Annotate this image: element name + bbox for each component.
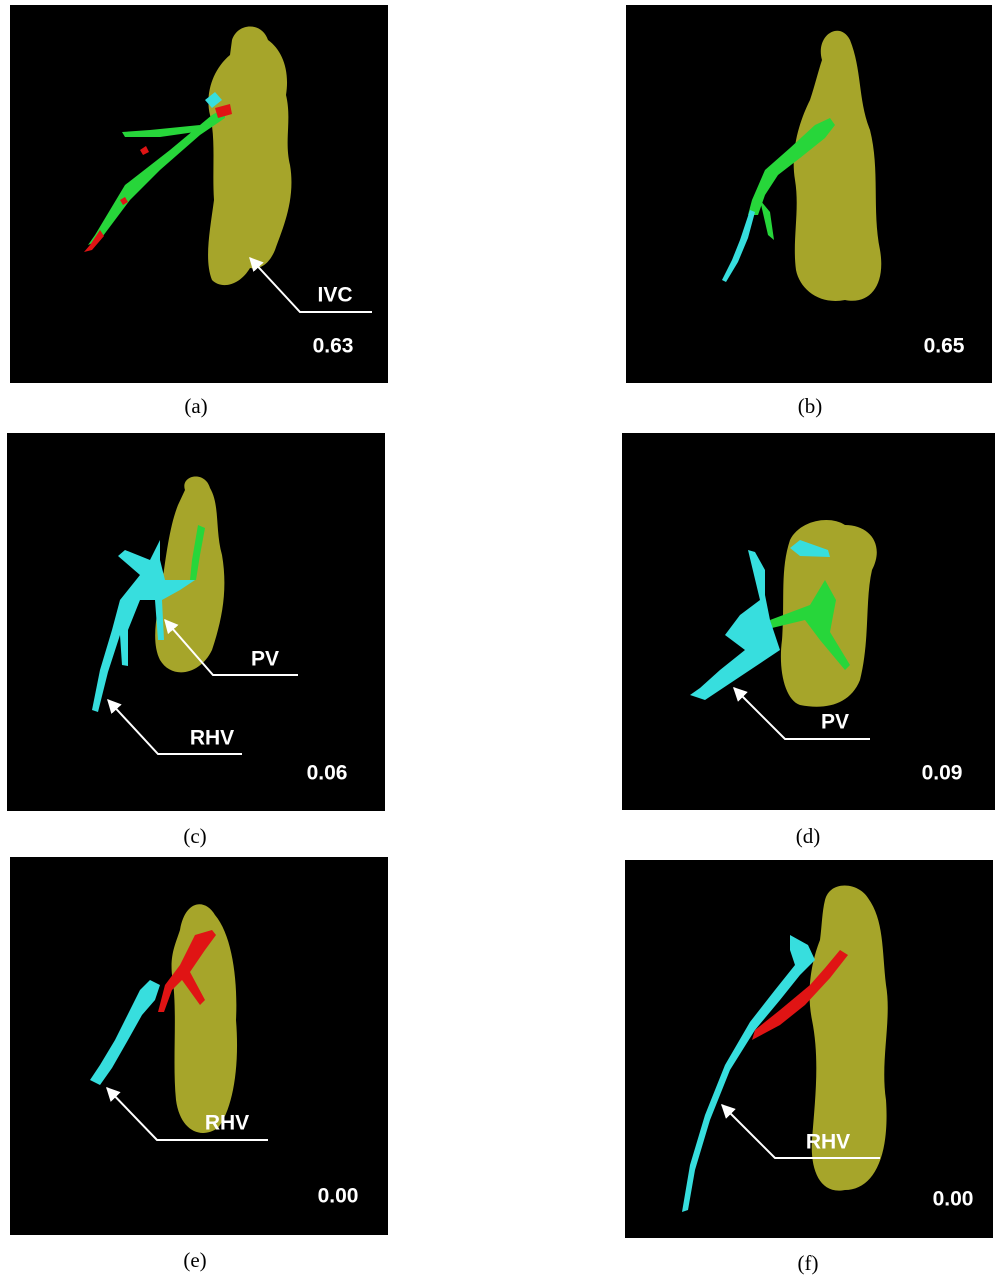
caption: (d) [796, 824, 821, 848]
annotation-label: PV [251, 648, 279, 671]
panel-bg [10, 5, 388, 383]
score: 0.63 [313, 335, 354, 358]
caption: (f) [798, 1251, 819, 1275]
panel-a: IVC 0.63 (a) [10, 5, 388, 418]
panel-bg [625, 860, 993, 1238]
score: 0.65 [924, 335, 965, 358]
caption: (e) [183, 1248, 206, 1272]
annotation-label: RHV [806, 1131, 850, 1154]
panel-e: RHV 0.00 (e) [10, 857, 388, 1272]
annotation-label: RHV [190, 727, 234, 750]
annotation-label: RHV [205, 1112, 249, 1135]
score: 0.00 [318, 1185, 359, 1208]
score: 0.06 [307, 762, 348, 785]
figure: IVC 0.63 (a) 0.65 (b) PV RHV 0.06 (c) PV… [0, 0, 997, 1278]
caption: (c) [183, 824, 206, 848]
annotation-label: PV [821, 711, 849, 734]
caption: (b) [798, 394, 823, 418]
panel-b: 0.65 (b) [626, 5, 992, 418]
panel-f: RHV 0.00 (f) [625, 860, 993, 1275]
caption: (a) [184, 394, 207, 418]
panel-c: PV RHV 0.06 (c) [7, 433, 385, 848]
panel-d: PV 0.09 (d) [622, 433, 995, 848]
score: 0.00 [933, 1188, 974, 1211]
annotation-label: IVC [317, 284, 352, 307]
score: 0.09 [922, 762, 963, 785]
